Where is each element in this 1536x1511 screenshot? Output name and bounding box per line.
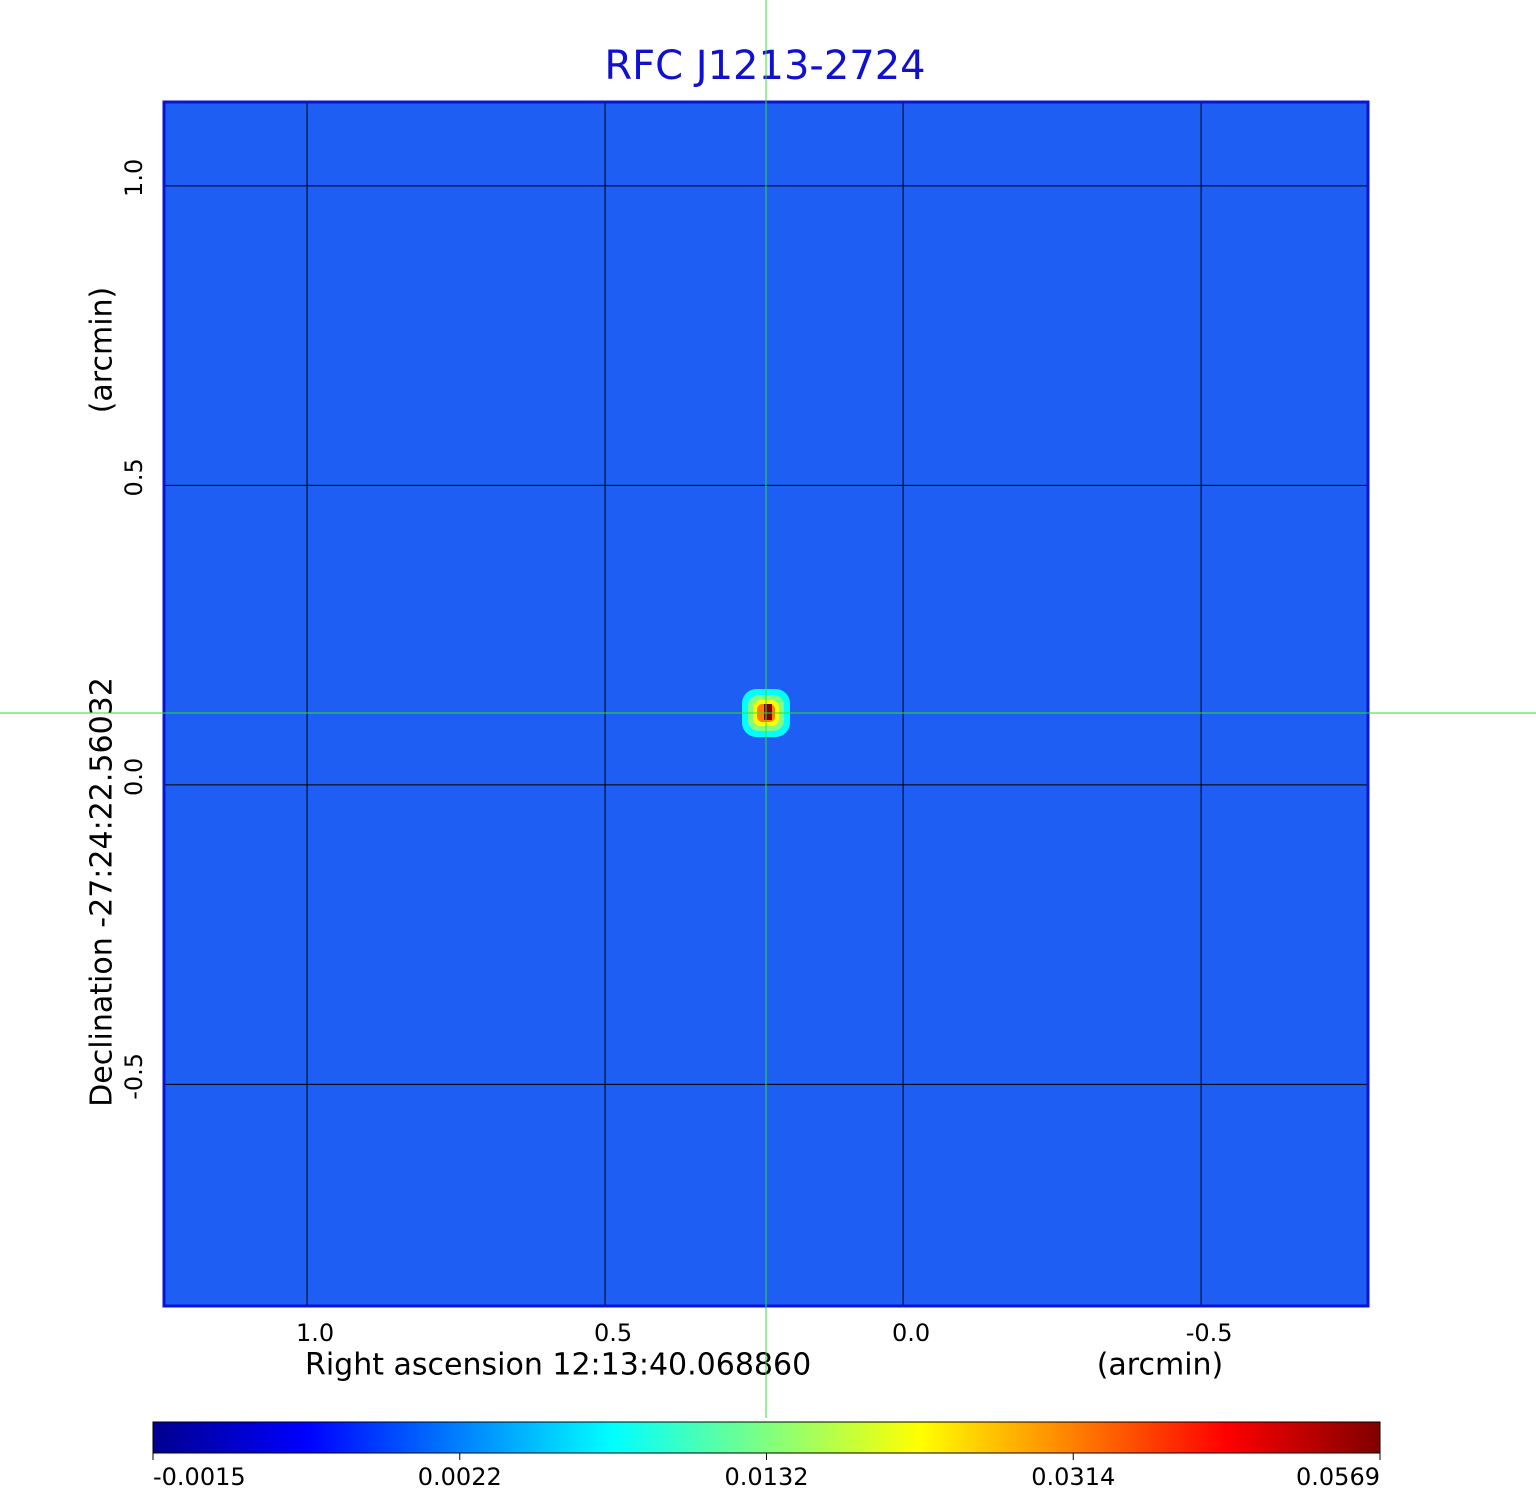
x-tick-label: -0.5 — [1186, 1319, 1233, 1347]
colorbar-tick-label: 0.0569 — [1296, 1463, 1380, 1491]
colorbar-tick-label: 0.0314 — [1031, 1463, 1115, 1491]
colorbar-tick-label: -0.0015 — [153, 1463, 246, 1491]
x-tick-label: 1.0 — [296, 1319, 334, 1347]
colorbar-tick-label: 0.0132 — [725, 1463, 809, 1491]
x-tick-label: 0.0 — [892, 1319, 930, 1347]
y-tick-label: 0.0 — [120, 758, 148, 796]
y-axis-unit: (arcmin) — [85, 287, 120, 414]
source-peak — [764, 703, 772, 720]
x-tick-label: 0.5 — [594, 1319, 632, 1347]
y-tick-label: -0.5 — [120, 1053, 148, 1100]
colorbar — [152, 1421, 1381, 1454]
y-tick-label: 0.5 — [120, 458, 148, 496]
y-axis-label: Declination -27:24:22.56032 — [85, 677, 120, 1107]
x-axis-label: Right ascension 12:13:40.068860 — [305, 1348, 811, 1383]
x-axis-unit: (arcmin) — [1097, 1348, 1224, 1383]
chart-title: RFC J1213-2724 — [604, 43, 925, 89]
y-tick-label: 1.0 — [120, 159, 148, 197]
colorbar-tick-label: 0.0022 — [418, 1463, 502, 1491]
